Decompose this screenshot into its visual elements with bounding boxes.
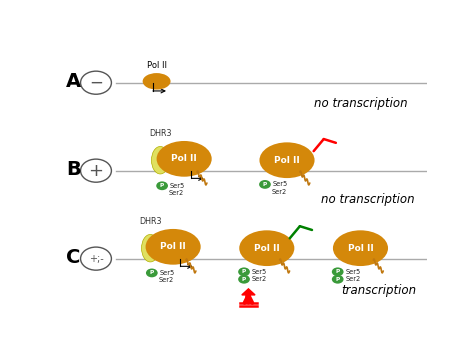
- Text: Pol II: Pol II: [146, 60, 166, 70]
- Ellipse shape: [152, 146, 169, 174]
- Text: Ser2: Ser2: [346, 276, 361, 282]
- Text: transcription: transcription: [341, 284, 416, 297]
- Circle shape: [81, 159, 111, 182]
- Text: C: C: [66, 248, 81, 267]
- Text: Pol II: Pol II: [171, 154, 197, 164]
- Ellipse shape: [259, 142, 315, 178]
- Circle shape: [146, 268, 158, 277]
- Ellipse shape: [146, 229, 201, 265]
- Circle shape: [259, 180, 271, 189]
- Text: −: −: [89, 74, 103, 92]
- Ellipse shape: [333, 230, 388, 266]
- Ellipse shape: [156, 141, 212, 177]
- Text: P: P: [263, 182, 267, 187]
- Text: P: P: [160, 183, 164, 188]
- Circle shape: [81, 247, 111, 270]
- Text: P: P: [336, 269, 340, 274]
- Text: P: P: [150, 270, 154, 275]
- Circle shape: [156, 181, 168, 190]
- Text: Ser5: Ser5: [273, 181, 288, 187]
- Ellipse shape: [142, 235, 159, 262]
- Text: +: +: [89, 162, 103, 180]
- Text: Pol II: Pol II: [274, 156, 300, 165]
- Text: Ser2: Ser2: [252, 276, 267, 282]
- Text: Pol II: Pol II: [160, 242, 186, 251]
- Text: P: P: [242, 269, 246, 274]
- Text: Ser5: Ser5: [252, 269, 267, 275]
- Text: Ser5: Ser5: [170, 183, 185, 189]
- Text: Ser2: Ser2: [158, 277, 173, 283]
- Text: +;-: +;-: [89, 253, 103, 263]
- Text: P: P: [242, 277, 246, 282]
- Text: A: A: [65, 72, 81, 91]
- Text: Ser5: Ser5: [160, 270, 175, 276]
- Ellipse shape: [143, 73, 171, 90]
- Text: Pol II: Pol II: [347, 244, 374, 253]
- Text: Pol II: Pol II: [254, 244, 280, 253]
- Polygon shape: [242, 289, 255, 295]
- Text: Ser5: Ser5: [346, 269, 361, 275]
- Ellipse shape: [239, 230, 294, 266]
- Circle shape: [238, 267, 250, 276]
- Text: no transcription: no transcription: [314, 97, 407, 110]
- Text: DHR3: DHR3: [139, 217, 162, 226]
- Text: P: P: [336, 277, 340, 282]
- Text: Ser2: Ser2: [169, 190, 184, 196]
- Text: B: B: [66, 160, 81, 179]
- Circle shape: [332, 275, 344, 284]
- Circle shape: [332, 267, 344, 276]
- Circle shape: [81, 71, 111, 94]
- Text: no transcription: no transcription: [321, 193, 415, 206]
- Text: Ser2: Ser2: [272, 188, 287, 195]
- Circle shape: [238, 275, 250, 284]
- Text: DHR3: DHR3: [149, 129, 172, 138]
